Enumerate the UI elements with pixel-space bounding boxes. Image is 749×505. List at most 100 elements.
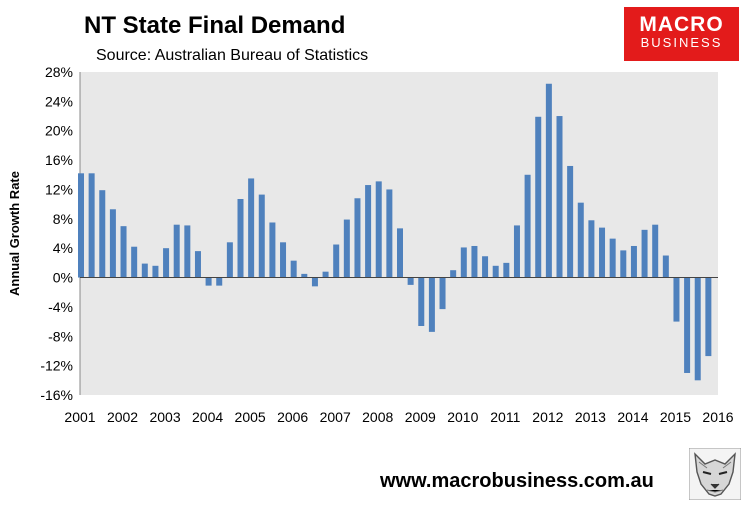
bar xyxy=(333,244,340,278)
bar-series xyxy=(78,83,712,381)
bar xyxy=(152,265,159,278)
bar xyxy=(375,181,382,278)
bar xyxy=(301,273,308,278)
bar xyxy=(354,198,361,278)
x-tick-label: 2010 xyxy=(447,409,478,425)
bar xyxy=(78,173,84,278)
bar xyxy=(684,277,691,373)
bar xyxy=(237,198,244,278)
bar xyxy=(88,173,95,278)
bar xyxy=(567,165,574,278)
bar xyxy=(630,245,637,278)
x-tick-label: 2005 xyxy=(235,409,266,425)
bar xyxy=(290,260,297,278)
y-tick-label: 8% xyxy=(53,211,73,227)
bar xyxy=(194,251,201,278)
bar xyxy=(535,116,542,278)
x-tick-label: 2006 xyxy=(277,409,308,425)
bar xyxy=(460,247,467,278)
bar xyxy=(673,277,680,322)
bar xyxy=(109,209,116,278)
bar xyxy=(386,189,393,278)
y-tick-label: -16% xyxy=(40,387,73,403)
bar xyxy=(173,224,180,278)
x-tick-label: 2004 xyxy=(192,409,223,425)
wolf-mascot-icon xyxy=(689,448,741,500)
bar xyxy=(652,224,659,278)
bar xyxy=(280,242,287,278)
logo-line-1: MACRO xyxy=(639,13,724,36)
bar xyxy=(694,277,701,381)
y-tick-label: 20% xyxy=(45,123,73,139)
chart-title: NT State Final Demand xyxy=(84,12,346,39)
y-tick-label: -8% xyxy=(48,328,73,344)
macro-business-logo[interactable]: MACRO BUSINESS xyxy=(624,7,739,61)
bar xyxy=(269,222,276,278)
bar xyxy=(248,178,255,278)
y-tick-label: -4% xyxy=(48,299,73,315)
y-tick-label: 24% xyxy=(45,93,73,109)
x-tick-label: 2016 xyxy=(702,409,733,425)
y-tick-label: 4% xyxy=(53,240,73,256)
bar xyxy=(205,277,212,286)
bar xyxy=(397,228,403,278)
x-tick-label: 2009 xyxy=(405,409,436,425)
bar xyxy=(407,277,414,285)
bar xyxy=(439,277,446,310)
bar xyxy=(99,190,106,278)
bar xyxy=(163,248,170,278)
y-axis: 28% 24% 20% 16% 12% 8% 4% 0% -4% -8% -12% -16% xyxy=(40,64,73,403)
x-tick-label: 2008 xyxy=(362,409,393,425)
y-axis-label: Annual Growth Rate xyxy=(7,171,22,296)
bar xyxy=(545,83,552,278)
bar xyxy=(588,220,595,278)
y-tick-label: 28% xyxy=(45,64,73,80)
y-tick-label: 0% xyxy=(53,270,73,286)
bar xyxy=(482,256,489,278)
bar xyxy=(120,226,127,278)
bar xyxy=(513,225,520,278)
bar xyxy=(662,255,669,278)
y-tick-label: 16% xyxy=(45,152,73,168)
bar xyxy=(577,202,584,278)
bar xyxy=(609,238,616,278)
bar xyxy=(428,277,435,332)
logo-line-2: BUSINESS xyxy=(640,35,723,50)
bar xyxy=(343,219,350,278)
bar xyxy=(556,116,563,278)
chart-subtitle: Source: Australian Bureau of Statistics xyxy=(96,47,369,64)
bar xyxy=(141,263,148,278)
x-tick-label: 2013 xyxy=(575,409,606,425)
bar xyxy=(599,227,606,278)
bar xyxy=(365,185,372,278)
bar xyxy=(216,277,223,286)
bar xyxy=(620,250,627,278)
x-tick-label: 2015 xyxy=(660,409,691,425)
bar xyxy=(131,246,138,278)
x-tick-label: 2003 xyxy=(149,409,180,425)
site-url[interactable]: www.macrobusiness.com.au xyxy=(380,470,654,492)
bar xyxy=(524,174,531,278)
y-tick-label: -12% xyxy=(40,358,73,374)
bar xyxy=(184,225,191,278)
y-tick-label: 12% xyxy=(45,181,73,197)
bar xyxy=(258,194,265,278)
bar xyxy=(450,270,457,278)
bar xyxy=(471,245,478,278)
bar xyxy=(418,277,425,326)
x-tick-label: 2001 xyxy=(64,409,95,425)
x-tick-label: 2002 xyxy=(107,409,138,425)
bar xyxy=(311,277,318,287)
bar xyxy=(322,271,329,278)
x-axis: 2001 2002 2003 2004 2005 2006 2007 2008 2009 2010… xyxy=(64,409,733,425)
bar xyxy=(492,265,499,278)
x-tick-label: 2011 xyxy=(490,409,520,425)
bar xyxy=(226,242,233,278)
bar xyxy=(641,229,648,278)
x-tick-label: 2014 xyxy=(617,409,648,425)
bar xyxy=(705,277,712,357)
x-tick-label: 2007 xyxy=(320,409,351,425)
bar xyxy=(503,262,510,278)
x-tick-label: 2012 xyxy=(532,409,563,425)
